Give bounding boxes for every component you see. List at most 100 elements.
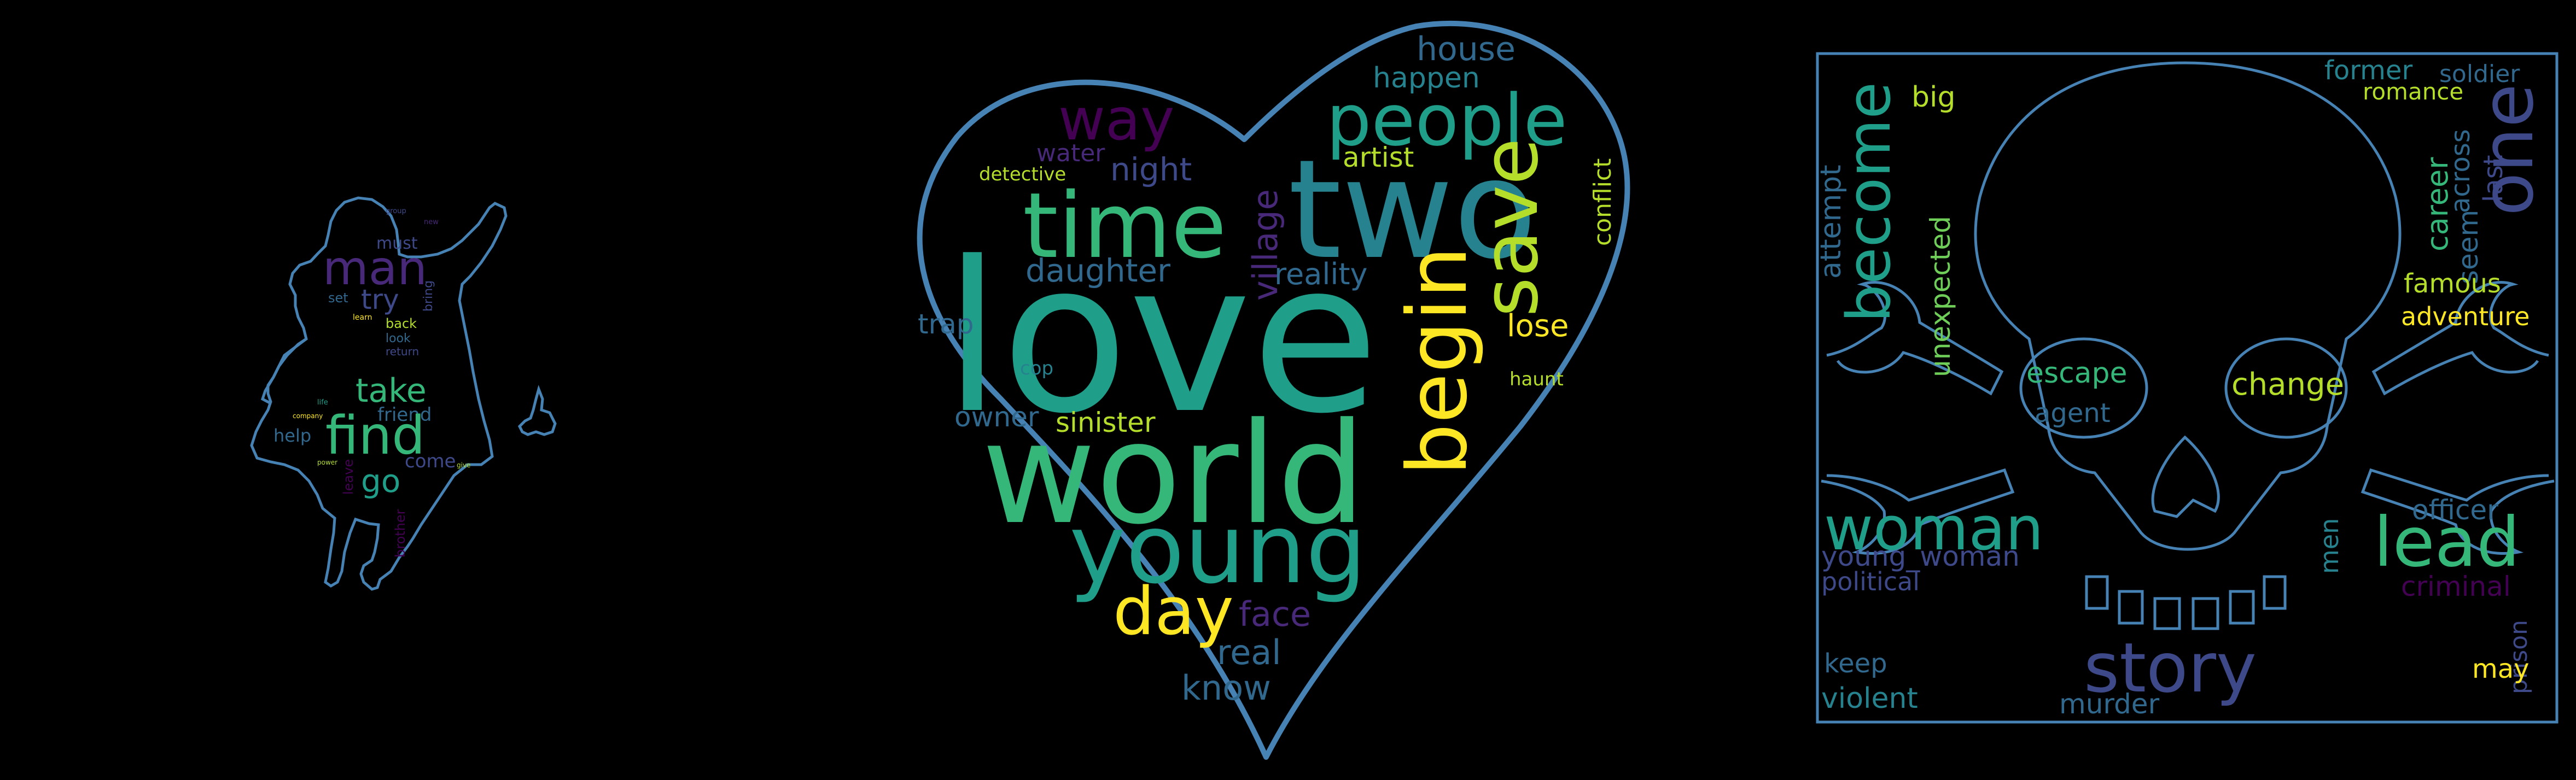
cloud-word: lose xyxy=(1507,308,1569,344)
cloud-word: water xyxy=(1036,139,1105,167)
bone-upper-right-outline xyxy=(2371,281,2549,396)
cloud-word: life xyxy=(317,398,328,407)
cloud-word: love xyxy=(943,217,1379,459)
skull-left-eye-outline xyxy=(2019,337,2148,439)
cloud-word: become xyxy=(1834,82,1904,322)
cloud-word: story xyxy=(2084,629,2257,708)
tooth xyxy=(2085,575,2109,610)
cloud-word: world xyxy=(982,393,1366,555)
cloud-word: one xyxy=(2466,84,2549,216)
cloud-word: people xyxy=(1326,79,1567,162)
tooth xyxy=(2118,590,2144,625)
tooth xyxy=(2153,597,2181,630)
cloud-word: owner xyxy=(954,401,1039,433)
cloud-word: company xyxy=(293,412,323,420)
skull-right-eye-outline xyxy=(2224,337,2348,439)
cloud-word: political xyxy=(1821,567,1920,596)
cloud-word: back xyxy=(386,316,417,331)
cloud-word: men xyxy=(2315,518,2344,574)
cloud-word: prison xyxy=(2505,620,2533,694)
tooth xyxy=(2229,590,2255,625)
cloud-word: give xyxy=(457,461,470,469)
girl-outline xyxy=(250,196,508,591)
cloud-word: soldier xyxy=(2439,60,2520,88)
cloud-word: happen xyxy=(1373,62,1480,95)
cloud-word: violent xyxy=(1821,682,1918,715)
cloud-word: come xyxy=(405,450,456,472)
heart-outline xyxy=(917,20,1630,760)
cloud-word: reality xyxy=(1274,257,1367,291)
cloud-word: time xyxy=(1023,173,1227,278)
cloud-word: face xyxy=(1239,594,1311,634)
cloud-word: return xyxy=(386,345,419,358)
cloud-word: escape xyxy=(2026,357,2128,390)
cloud-word: officer xyxy=(2412,494,2498,526)
cloud-word: new xyxy=(424,218,439,226)
cloud-word: across xyxy=(2445,129,2476,213)
skull-frame-outline xyxy=(1816,52,2558,724)
cloud-word: haunt xyxy=(1510,368,1564,390)
cloud-word: seem xyxy=(2452,210,2484,284)
cloud-word: group xyxy=(386,207,406,215)
cloud-word: last xyxy=(2478,155,2509,202)
bone-upper-left-outline xyxy=(1826,281,2004,396)
cloud-word: daughter xyxy=(1025,252,1170,289)
cloud-word: help xyxy=(273,425,311,446)
cloud-word: take xyxy=(355,372,427,410)
rabbit-outline xyxy=(517,385,557,436)
cloud-word: adventure xyxy=(2401,302,2530,331)
cloud-word: criminal xyxy=(2401,571,2511,602)
cloud-word: way xyxy=(1058,86,1174,153)
bone-lower-right-outline xyxy=(2361,468,2555,555)
cloud-word: famous xyxy=(2404,268,2501,299)
skull-nose-outline xyxy=(2151,435,2220,518)
cloud-word: career xyxy=(2420,157,2455,251)
cloud-word: man xyxy=(323,241,427,296)
cloud-word: former xyxy=(2324,55,2412,86)
girl-arm-outline xyxy=(260,338,307,405)
cloud-word: brother xyxy=(393,509,408,558)
cloud-word: agent xyxy=(2035,398,2111,429)
cloud-word: detective xyxy=(979,163,1066,185)
cloud-word: lead xyxy=(2374,503,2520,582)
cloud-word: big xyxy=(1911,81,1955,114)
cloud-word: unexpected xyxy=(1925,216,1956,377)
cloud-word: leave xyxy=(341,459,356,495)
cloud-word: friend xyxy=(377,404,432,426)
cloud-word: house xyxy=(1417,30,1516,68)
cloud-word: two xyxy=(1288,130,1537,289)
cloud-word: real xyxy=(1217,632,1281,672)
cloud-word: attempt xyxy=(1815,165,1848,279)
tooth xyxy=(2192,597,2219,630)
cloud-word: cop xyxy=(1020,357,1053,379)
cloud-word: power xyxy=(317,459,337,466)
skull-head-outline xyxy=(1974,61,2402,551)
cloud-word: artist xyxy=(1343,142,1414,173)
cloud-word: sinister xyxy=(1056,407,1156,438)
cloud-word: save xyxy=(1466,138,1555,317)
cloud-word: village xyxy=(1245,189,1285,301)
cloud-word: keep xyxy=(1824,648,1887,679)
cloud-word: night xyxy=(1110,151,1192,188)
girl-silhouette-cloud: new group must man try set back look ret… xyxy=(250,196,557,591)
cloud-word: learn xyxy=(353,313,372,322)
cloud-word: murder xyxy=(2059,688,2160,720)
cloud-word: young_woman xyxy=(1821,541,2020,572)
cloud-word: trap xyxy=(918,308,974,340)
cloud-word: know xyxy=(1181,668,1271,708)
cloud-word: woman xyxy=(1824,494,2044,564)
cloud-word: change xyxy=(2231,367,2344,402)
cloud-word: find xyxy=(325,405,425,466)
cloud-word: must xyxy=(376,234,418,253)
cloud-word: go xyxy=(361,462,400,500)
skull-teeth xyxy=(2085,575,2287,630)
heart-cloud: love two world time people young save be… xyxy=(917,20,1630,760)
cloud-word: begin xyxy=(1390,247,1485,476)
cloud-word: set xyxy=(328,290,348,306)
skull-cloud: story one woman become lead big former s… xyxy=(1815,52,2558,724)
cloud-word: young xyxy=(1069,494,1367,605)
cloud-word: may xyxy=(2472,654,2530,684)
tooth xyxy=(2263,575,2287,610)
cloud-word: look xyxy=(386,332,411,345)
